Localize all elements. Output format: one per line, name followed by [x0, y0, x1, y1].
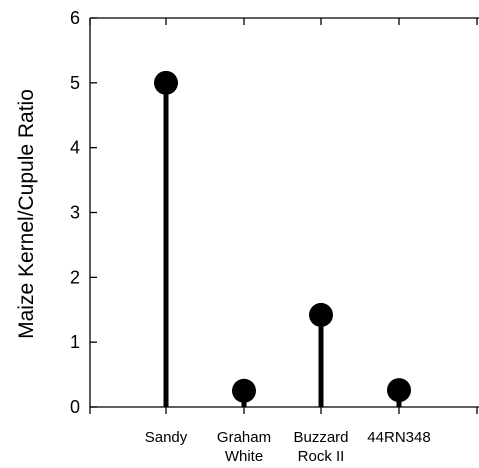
y-tick-label: 4	[70, 138, 80, 158]
x-tick-label: Graham White	[217, 429, 271, 465]
y-ticks: 0 1 2 3 4 5 6	[70, 8, 97, 417]
y-tick-label: 2	[70, 267, 80, 287]
data-point	[154, 70, 178, 95]
x-tick-label: Sandy	[145, 429, 188, 446]
y-tick-label: 3	[70, 203, 80, 223]
data-point	[309, 302, 333, 327]
data-point	[387, 378, 411, 403]
chart-axes	[89, 17, 479, 408]
x-tick-label: Buzzard Rock II	[293, 429, 348, 465]
data-marks	[154, 70, 411, 407]
y-tick-label: 1	[70, 332, 80, 352]
y-tick-label: 5	[70, 73, 80, 93]
y-tick-label: 0	[70, 397, 80, 417]
y-axis-label: Maize Kernel/Cupule Ratio	[15, 89, 38, 339]
x-tick-label: 44RN348	[367, 429, 430, 446]
data-point	[232, 378, 256, 403]
x-ticks: Sandy Graham White Buzzard Rock II 44RN348	[89, 18, 478, 465]
y-tick-label: 6	[70, 8, 80, 28]
